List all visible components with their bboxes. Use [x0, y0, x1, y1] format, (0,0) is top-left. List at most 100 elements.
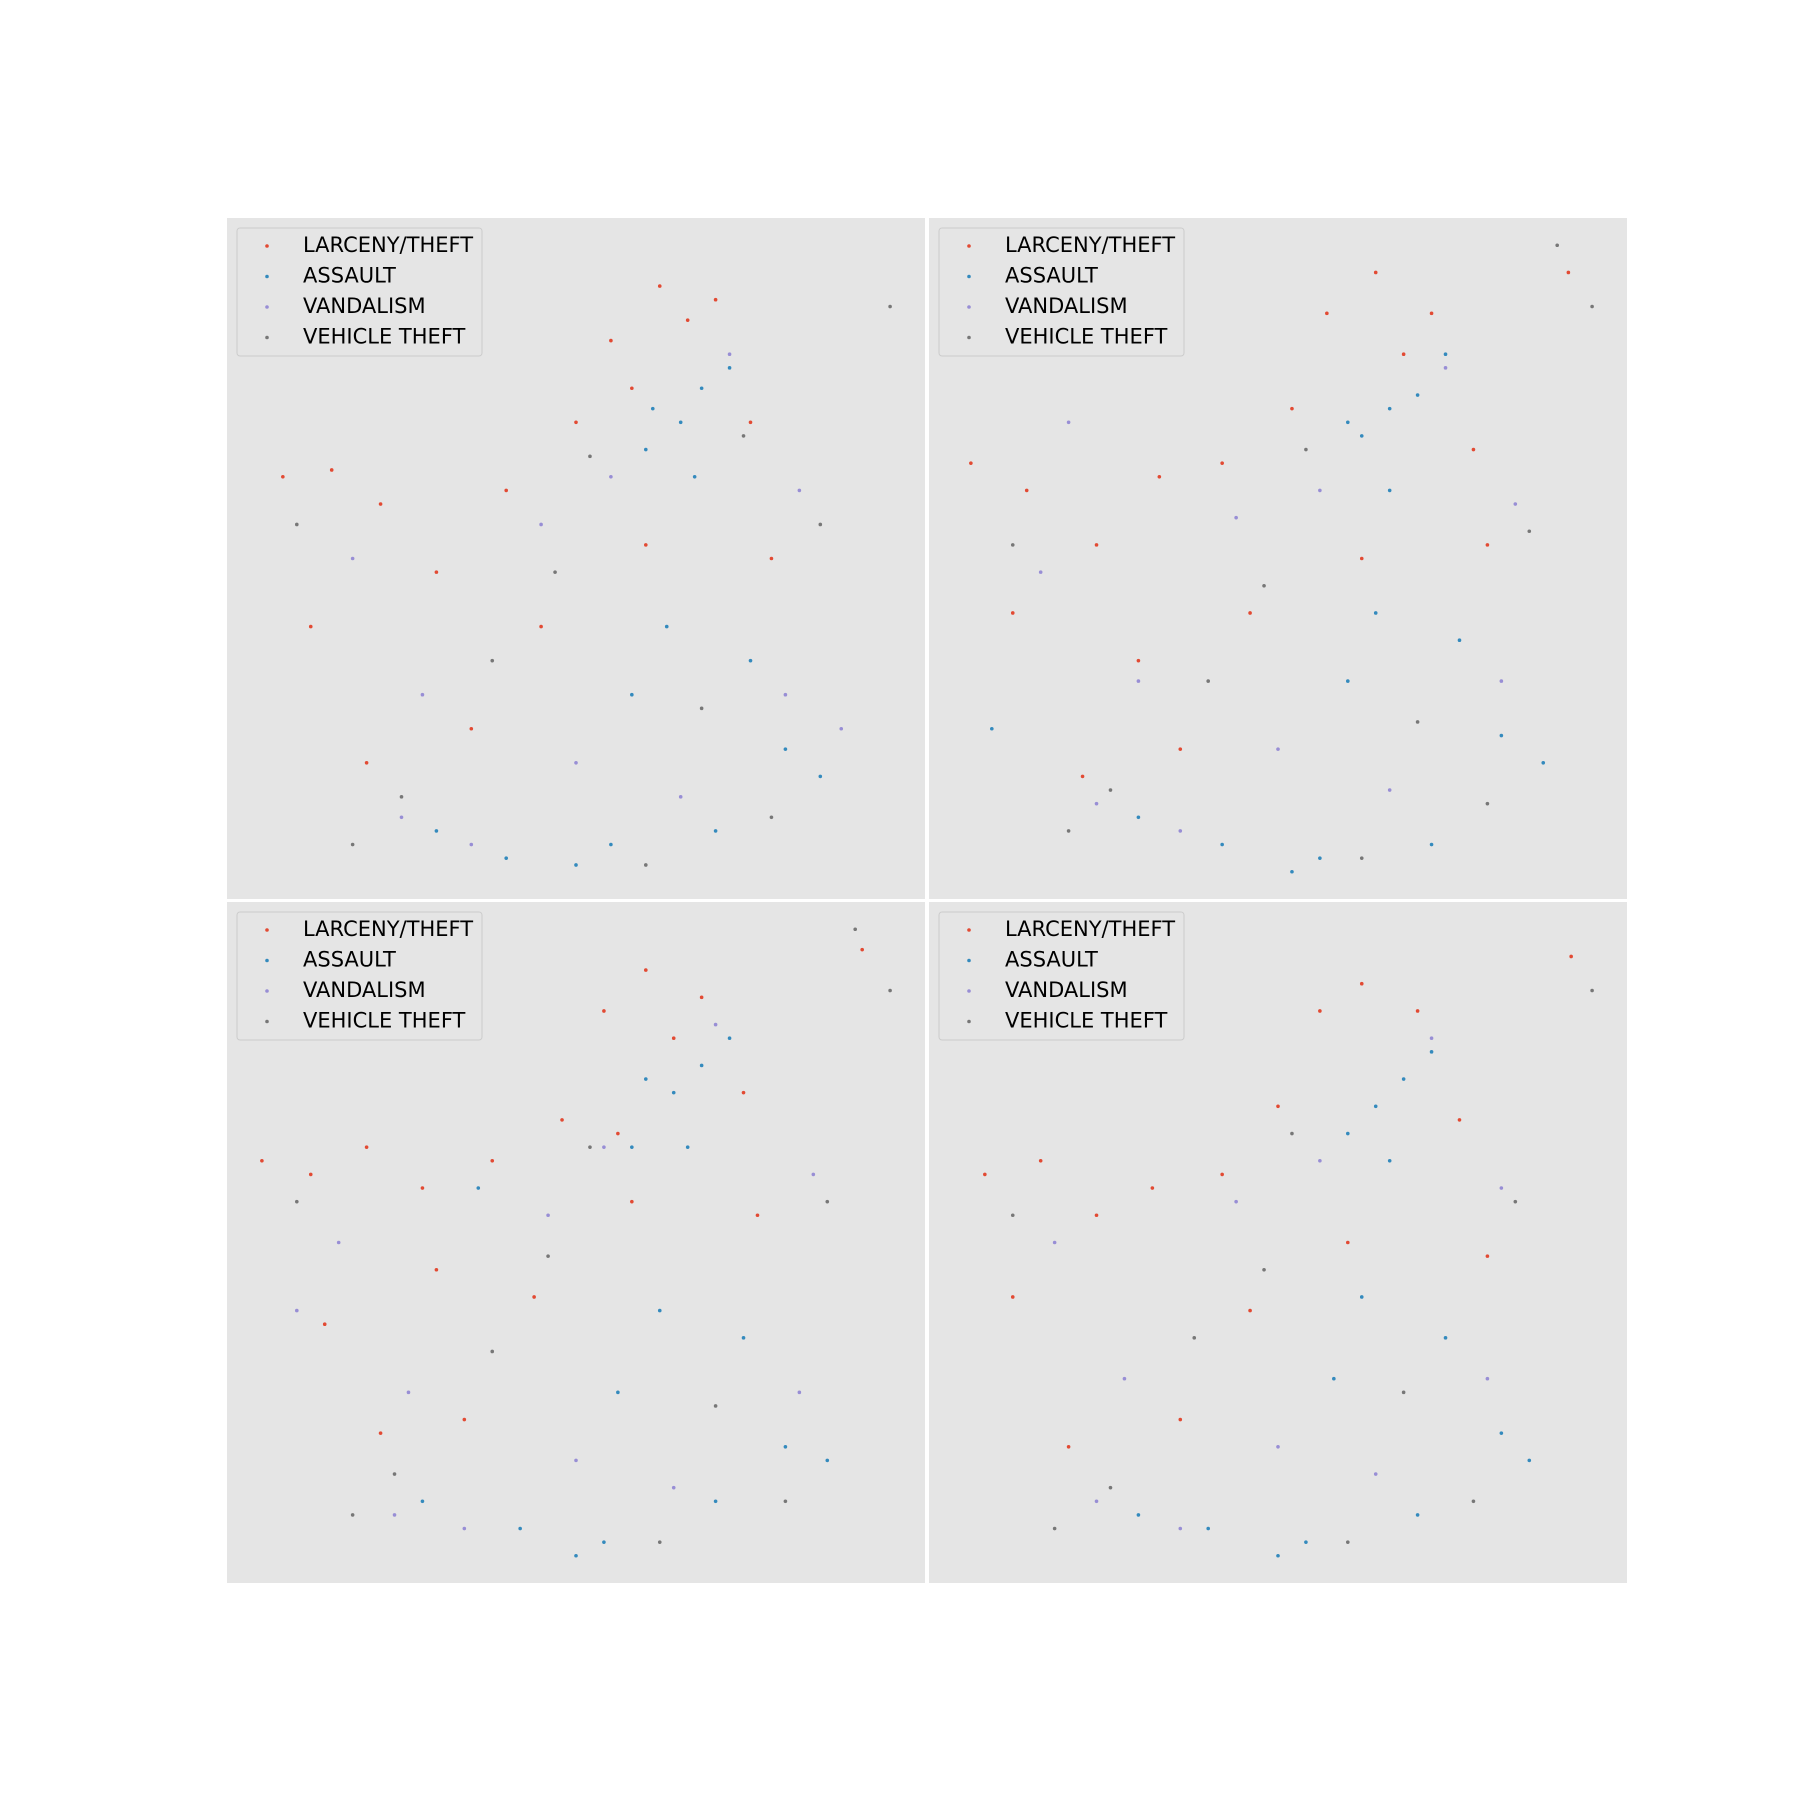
point [1080, 774, 1085, 779]
point [671, 1090, 676, 1095]
point [553, 570, 557, 574]
point [1373, 1104, 1378, 1109]
point [1485, 801, 1490, 806]
point [1387, 488, 1392, 493]
point [378, 502, 383, 506]
point [609, 338, 613, 343]
point [1429, 311, 1434, 316]
point [616, 1131, 620, 1136]
point [825, 1458, 830, 1463]
point [1108, 788, 1113, 792]
point [1304, 447, 1308, 452]
legend-marker [265, 989, 269, 993]
point [630, 692, 634, 697]
legend-marker [265, 928, 269, 932]
point [783, 1499, 788, 1504]
point [678, 795, 683, 799]
point [671, 1036, 676, 1040]
point [644, 1077, 648, 1081]
point [644, 863, 648, 867]
point [295, 522, 299, 527]
point [685, 318, 690, 322]
point [1471, 1499, 1476, 1504]
point [1566, 270, 1571, 275]
legend-label: LARCENY/THEFT [1005, 233, 1175, 257]
point [1499, 1431, 1504, 1435]
point [539, 624, 543, 629]
point [860, 947, 864, 952]
point [755, 1213, 760, 1218]
legend-marker [265, 274, 269, 279]
point [1415, 393, 1420, 397]
point [630, 1199, 634, 1204]
point [1220, 1172, 1224, 1177]
point [1234, 515, 1238, 520]
point [783, 747, 788, 751]
legend-marker [265, 335, 269, 340]
point [699, 1063, 704, 1068]
point [322, 1322, 327, 1327]
point [1206, 679, 1210, 683]
legend [236, 227, 483, 357]
point [1387, 1158, 1392, 1163]
point [888, 988, 892, 993]
point [797, 488, 802, 493]
point [364, 761, 369, 765]
point [1513, 502, 1518, 506]
point [1485, 1376, 1490, 1381]
point [1157, 474, 1162, 479]
point [741, 434, 746, 438]
point [1325, 311, 1329, 316]
point [406, 1390, 411, 1395]
point [748, 420, 753, 425]
legend [938, 227, 1185, 357]
point [1569, 954, 1573, 959]
point [378, 1431, 383, 1435]
point [434, 570, 439, 574]
point [990, 726, 994, 731]
point [1415, 1009, 1420, 1013]
point [1066, 1445, 1071, 1449]
point [769, 815, 774, 820]
legend-label: VEHICLE THEFT [1005, 325, 1168, 349]
point [650, 406, 655, 411]
point [602, 1145, 606, 1149]
point [392, 1472, 397, 1476]
point [1290, 406, 1294, 411]
point [1429, 1050, 1434, 1054]
legend-label: VEHICLE THEFT [303, 1009, 466, 1033]
point [1359, 981, 1364, 986]
point [1066, 420, 1071, 425]
point [713, 829, 718, 833]
point [504, 856, 509, 860]
point [811, 1172, 816, 1177]
legend-label: VANDALISM [303, 294, 426, 318]
point [888, 304, 892, 309]
point [588, 454, 592, 459]
point [727, 366, 732, 370]
point [434, 1267, 439, 1272]
point [1290, 869, 1294, 874]
point [1304, 1540, 1308, 1544]
point [1010, 611, 1015, 615]
point [260, 1158, 264, 1163]
point [308, 624, 313, 629]
legend-marker [265, 244, 269, 248]
point [1499, 679, 1504, 683]
point [1262, 583, 1266, 588]
point [392, 1513, 397, 1517]
point [1387, 406, 1392, 411]
point [1359, 556, 1364, 561]
point [1471, 447, 1476, 452]
legend-marker [967, 244, 971, 248]
point [797, 1390, 802, 1395]
point [1094, 1499, 1099, 1504]
point [644, 968, 648, 972]
point [1318, 1158, 1322, 1163]
point [1136, 815, 1141, 820]
point [969, 461, 973, 465]
point [1541, 761, 1546, 765]
point [574, 1553, 578, 1558]
point [1373, 270, 1378, 275]
point [1248, 611, 1252, 615]
